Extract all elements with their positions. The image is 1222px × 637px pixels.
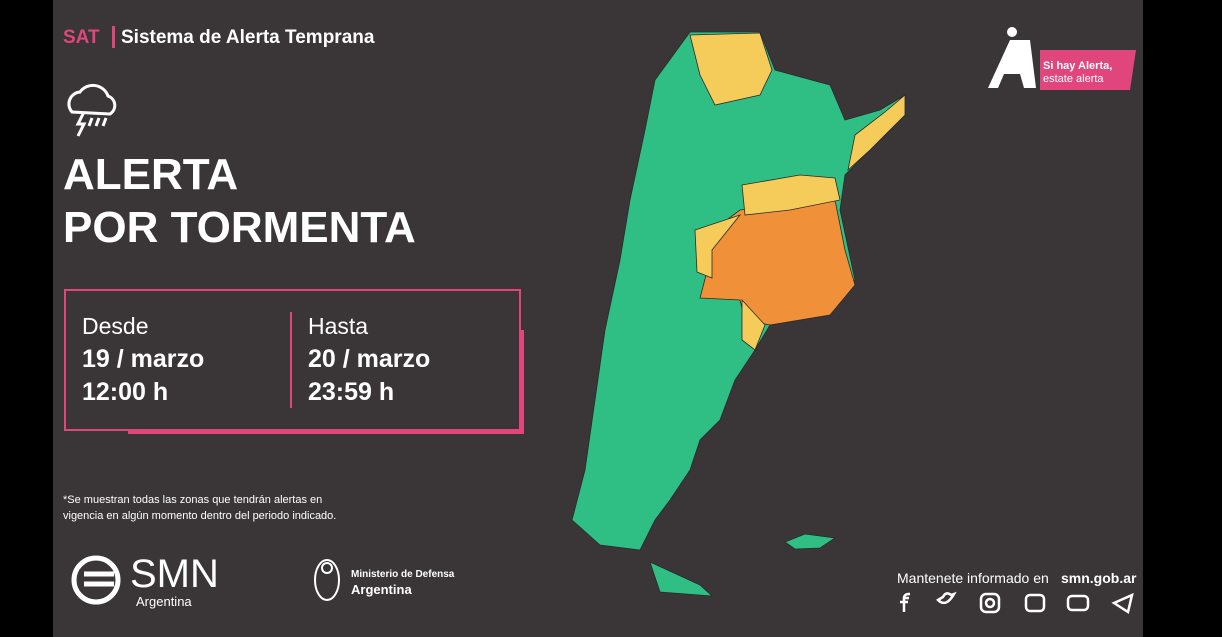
smn-name: SMN [130,552,219,596]
sat-label: SAT [63,27,100,48]
alert-title: POR TORMENTA [63,203,416,252]
ministry-emblem [314,559,340,601]
system-name: Sistema de Alerta Temprana [121,27,375,48]
social-icons[interactable] [900,591,1134,615]
badge-text: Si hay Alerta, [1043,60,1113,72]
to-time: 23:59 h [308,378,395,406]
alerta-logo [988,27,1136,90]
separator [112,26,115,48]
smn-country: Argentina [136,594,192,609]
from-time: 12:00 h [82,378,169,406]
footer-url[interactable]: smn.gob.ar [1061,570,1137,586]
storm-icon [67,83,117,137]
note: *Se muestran todas las zonas que tendrán… [63,494,323,506]
footer-text: Mantenete informado en [897,570,1049,586]
date-box [64,289,524,434]
ministry-country: Argentina [351,582,412,597]
from-label: Desde [82,313,149,339]
badge-text: estate alerta [1043,73,1104,85]
note: vigencia en algún momento dentro del per… [63,510,337,522]
ministry-name: Ministerio de Defensa [351,569,455,580]
from-date: 19 / marzo [82,345,205,373]
to-label: Hasta [308,313,369,339]
map [571,31,906,597]
alert-title: ALERTA [63,150,239,199]
smn-logo [71,555,121,605]
to-date: 20 / marzo [308,345,431,373]
